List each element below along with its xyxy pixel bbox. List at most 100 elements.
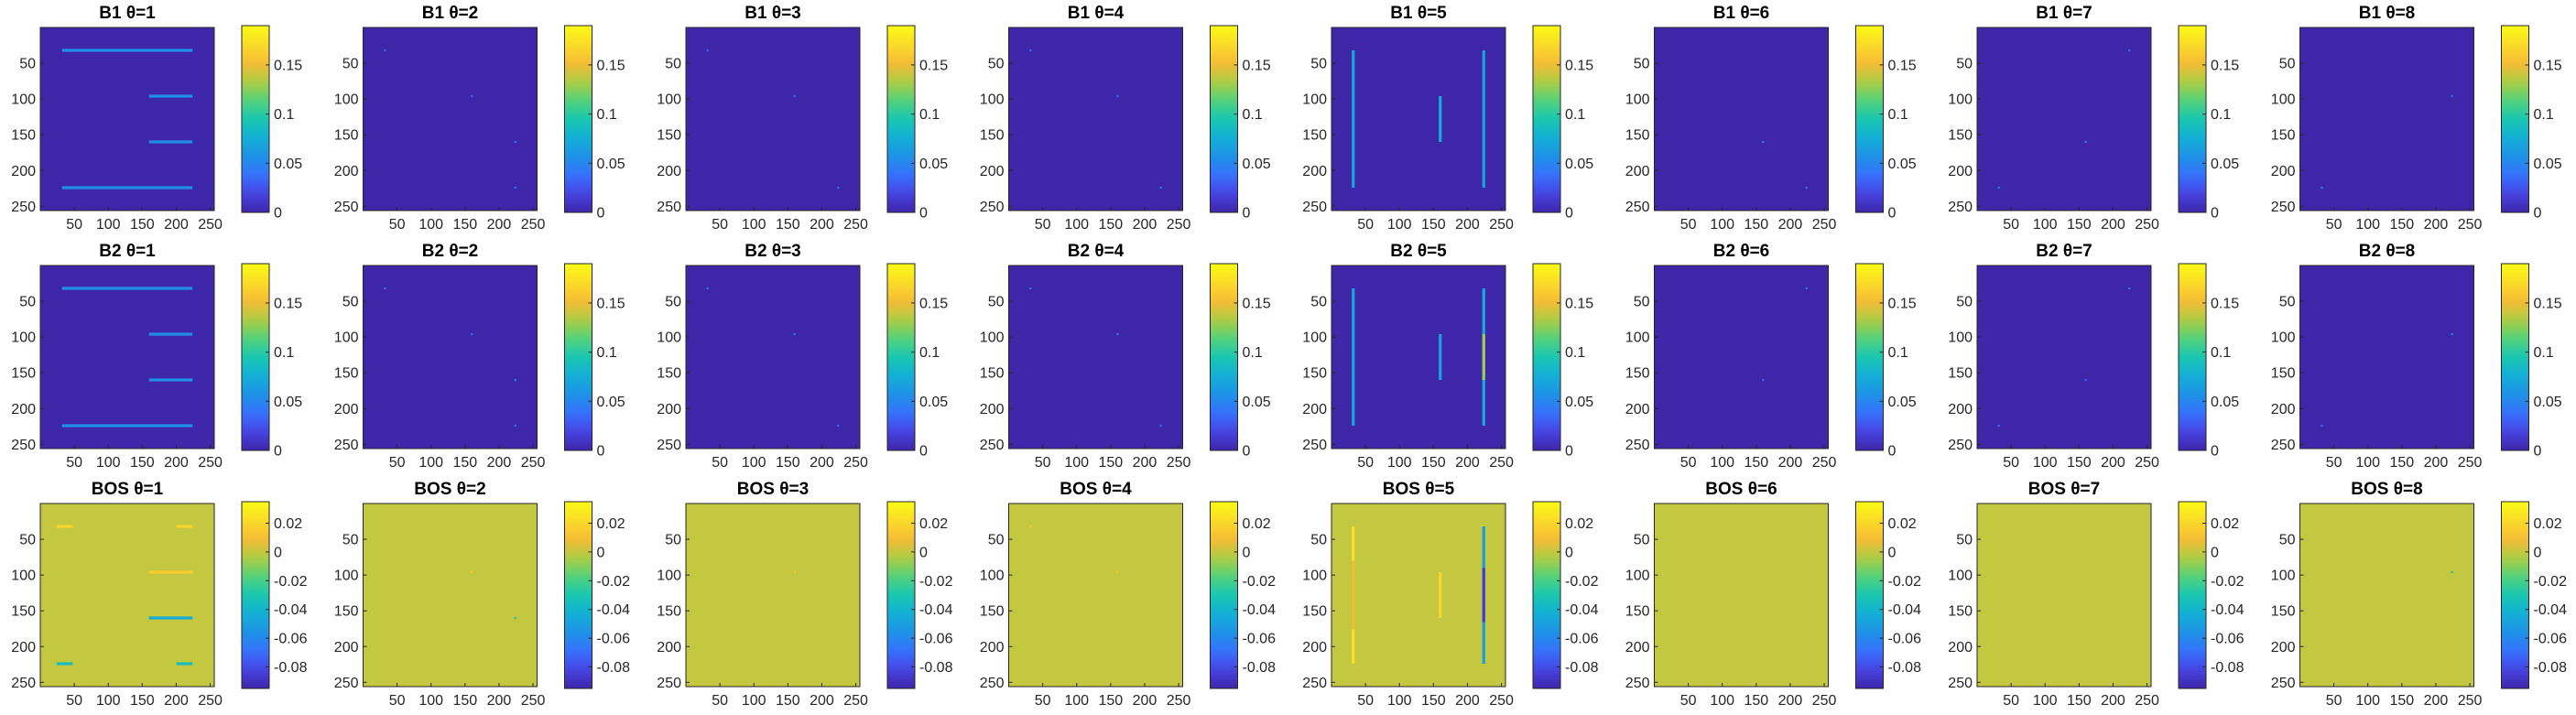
panel-title: B1 θ=3 — [745, 4, 801, 23]
panel-title: BOS θ=8 — [2351, 480, 2422, 499]
x-tick-label: 200 — [810, 693, 834, 709]
x-tick-label: 200 — [1133, 217, 1158, 233]
panel-title: B2 θ=7 — [2036, 242, 2092, 261]
y-tick-label: 150 — [11, 604, 36, 620]
heatmap-background — [1008, 504, 1183, 687]
y-tick-label: 150 — [1625, 604, 1650, 620]
x-tick-label: 100 — [2355, 217, 2380, 233]
heatmap-point — [1805, 287, 1808, 290]
colorbar-tick-label: 0.05 — [1888, 395, 1917, 410]
colorbar-tick-label: -0.04 — [1565, 602, 1599, 618]
x-tick-label: 50 — [389, 693, 406, 709]
y-tick-label: 50 — [342, 57, 359, 72]
heatmap-h-line — [56, 525, 73, 528]
heatmap-v-line — [1352, 288, 1355, 426]
x-tick-label: 50 — [1680, 693, 1697, 709]
x-tick-label: 250 — [198, 455, 223, 471]
x-tick-label: 250 — [521, 693, 546, 709]
y-tick-label: 50 — [19, 57, 36, 72]
heatmap-h-line — [61, 424, 193, 428]
colorbar-tick-label: -0.08 — [919, 660, 953, 676]
y-tick-label: 250 — [657, 200, 681, 215]
heatmap-v-line — [1352, 526, 1355, 561]
x-tick-label: 50 — [389, 217, 406, 233]
colorbar-tick-label: 0.15 — [2211, 58, 2239, 73]
panel-bos-4: BOS θ=4 50 100 150 200 250 50 100 150 200 250 0.02 0… — [980, 480, 1276, 709]
heatmap-point — [514, 186, 516, 190]
panel-title: B2 θ=5 — [1390, 242, 1447, 261]
x-tick-label: 100 — [1710, 217, 1734, 233]
x-tick-label: 200 — [1778, 693, 1803, 709]
axes-frame — [363, 27, 538, 211]
colorbar-frame — [2501, 501, 2529, 689]
x-tick-label: 200 — [810, 217, 834, 233]
y-tick-label: 100 — [11, 330, 36, 346]
colorbar-tick-label: 0.05 — [1565, 157, 1593, 172]
heatmap-point — [1762, 378, 1765, 382]
heatmap-background — [363, 27, 538, 211]
heatmap-h-line — [148, 378, 193, 382]
x-tick-label: 250 — [1812, 693, 1837, 709]
heatmap-v-line — [1482, 568, 1485, 623]
x-tick-label: 100 — [2033, 693, 2058, 709]
heatmap-point — [793, 94, 796, 98]
heatmap-point — [837, 186, 840, 190]
x-tick-label: 250 — [2458, 693, 2483, 709]
axes-frame — [39, 27, 215, 211]
colorbar-tick-label: 0.15 — [597, 58, 625, 73]
colorbar-tick-label: -0.06 — [274, 632, 308, 647]
heatmap-point — [384, 49, 386, 52]
heatmap-v-line — [1352, 629, 1355, 664]
heatmap-v-line — [1352, 560, 1355, 630]
x-tick-label: 250 — [521, 217, 546, 233]
colorbar-tick-label: 0 — [919, 444, 928, 460]
colorbar-frame — [1532, 501, 1561, 689]
x-tick-label: 200 — [2424, 217, 2449, 233]
panel-title: B1 θ=1 — [99, 4, 156, 23]
x-tick-label: 200 — [1455, 693, 1480, 709]
colorbar-tick-label: 0.1 — [274, 345, 294, 361]
colorbar — [242, 502, 269, 688]
heatmap-background — [1008, 27, 1183, 211]
panel-b2-7: B2 θ=7 50 100 150 200 250 50 100 150 200 250 0 0.05 0… — [1948, 242, 2239, 471]
y-tick-label: 50 — [2279, 57, 2296, 72]
y-tick-label: 100 — [1625, 569, 1650, 584]
x-tick-label: 100 — [418, 455, 443, 471]
y-tick-label: 100 — [1948, 92, 1973, 108]
colorbar-tick-label: 0 — [597, 206, 605, 222]
x-tick-label: 150 — [1098, 455, 1123, 471]
y-tick-label: 250 — [2271, 676, 2296, 691]
axes-frame — [1976, 503, 2152, 688]
colorbar — [1533, 264, 1560, 450]
colorbar — [1533, 26, 1560, 212]
y-tick-label: 250 — [2271, 438, 2296, 453]
colorbar-tick-label: 0.15 — [1888, 296, 1917, 311]
x-tick-label: 50 — [389, 455, 406, 471]
x-tick-label: 100 — [1064, 693, 1089, 709]
colorbar-tick-label: 0.1 — [1888, 345, 1908, 361]
x-tick-label: 200 — [487, 693, 512, 709]
colorbar-tick-label: 0.15 — [2211, 296, 2239, 311]
y-tick-label: 250 — [1948, 438, 1973, 453]
panel-title: BOS θ=2 — [414, 480, 485, 499]
heatmap-background — [1977, 265, 2151, 449]
y-tick-label: 150 — [334, 604, 359, 620]
colorbar — [564, 502, 592, 688]
colorbar-frame — [886, 25, 916, 213]
colorbar-tick-label: 0 — [1243, 545, 1251, 560]
colorbar-tick-label: -0.06 — [1565, 632, 1599, 647]
x-tick-label: 250 — [843, 217, 868, 233]
colorbar-tick-label: 0.02 — [1243, 516, 1271, 532]
colorbar-tick-label: 0.1 — [919, 345, 940, 361]
heatmap-point — [471, 570, 473, 574]
x-tick-label: 100 — [418, 693, 443, 709]
heatmap-background — [1977, 27, 2151, 211]
panel-b2-5: B2 θ=5 50 100 150 200 250 50 100 150 200 250 0 0.05 0… — [1302, 242, 1593, 471]
heatmap-background — [363, 265, 538, 449]
y-tick-label: 200 — [11, 164, 36, 179]
heatmap-background — [2299, 504, 2474, 687]
y-tick-label: 250 — [1948, 676, 1973, 691]
colorbar-tick-label: 0.15 — [919, 58, 948, 73]
heatmap-h-line — [148, 140, 193, 144]
x-tick-label: 50 — [1357, 217, 1374, 233]
